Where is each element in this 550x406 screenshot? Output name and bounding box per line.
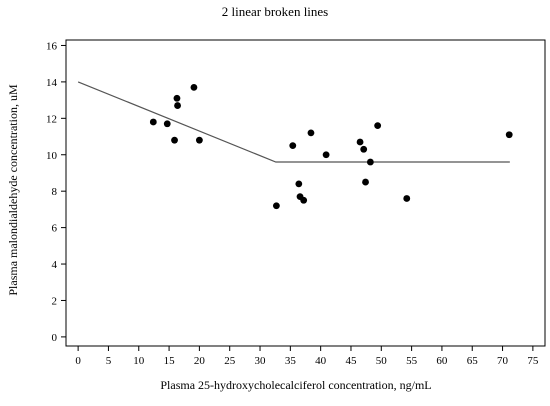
data-point — [295, 180, 303, 188]
y-tick-label: 16 — [46, 40, 58, 52]
chart-title: 2 linear broken lines — [222, 4, 329, 19]
data-point — [173, 94, 181, 102]
x-tick-label: 35 — [285, 355, 297, 367]
data-point — [362, 178, 369, 186]
broken-line-fit — [77, 81, 510, 163]
x-tick-label: 70 — [497, 355, 509, 367]
y-tick-label: 12 — [46, 113, 57, 125]
data-point — [300, 196, 308, 204]
y-tick-label: 8 — [52, 186, 58, 198]
x-tick-label: 50 — [376, 355, 388, 367]
x-tick-label: 0 — [75, 355, 81, 367]
x-tick-label: 5 — [106, 355, 112, 367]
x-tick-label: 75 — [527, 355, 539, 367]
data-point — [322, 151, 330, 159]
y-tick-label: 2 — [52, 295, 58, 307]
data-point — [163, 120, 171, 128]
x-tick-label: 15 — [164, 355, 176, 367]
data-point — [307, 129, 315, 137]
data-point — [195, 136, 203, 144]
data-point — [505, 131, 513, 139]
y-tick-label: 10 — [46, 150, 58, 162]
data-point — [403, 195, 411, 202]
x-tick-label: 30 — [255, 355, 267, 367]
x-tick-label: 40 — [315, 355, 327, 367]
x-tick-label: 60 — [436, 355, 448, 367]
x-tick-label: 25 — [224, 355, 236, 367]
x-tick-label: 45 — [345, 355, 357, 367]
y-axis-ticks: 0 2 4 6 8 10 12 14 16 — [46, 40, 66, 344]
data-point — [366, 158, 374, 166]
y-axis-label: Plasma malondialdehyde concentration, uM — [6, 84, 20, 296]
data-point — [356, 138, 364, 146]
y-tick-label: 6 — [52, 223, 58, 235]
x-tick-label: 65 — [467, 355, 479, 367]
data-point — [272, 202, 280, 210]
data-point — [190, 83, 198, 91]
x-axis-ticks: 0 5 10 15 20 25 30 35 40 45 50 55 60 65 70 75 — [75, 346, 539, 367]
x-tick-label: 10 — [133, 355, 145, 367]
plot-area-frame — [65, 39, 546, 347]
data-point — [360, 145, 368, 153]
y-tick-label: 0 — [52, 332, 58, 344]
data-point — [149, 118, 157, 126]
data-point — [374, 122, 382, 130]
y-tick-label: 4 — [52, 259, 58, 271]
y-tick-label: 14 — [46, 77, 58, 89]
data-point — [289, 142, 297, 150]
data-point — [174, 102, 181, 109]
x-tick-label: 55 — [406, 355, 418, 367]
x-axis-label: Plasma 25-hydroxycholecalciferol concent… — [160, 378, 431, 392]
data-points — [149, 83, 513, 210]
x-tick-label: 20 — [194, 355, 206, 367]
data-point — [171, 136, 178, 144]
